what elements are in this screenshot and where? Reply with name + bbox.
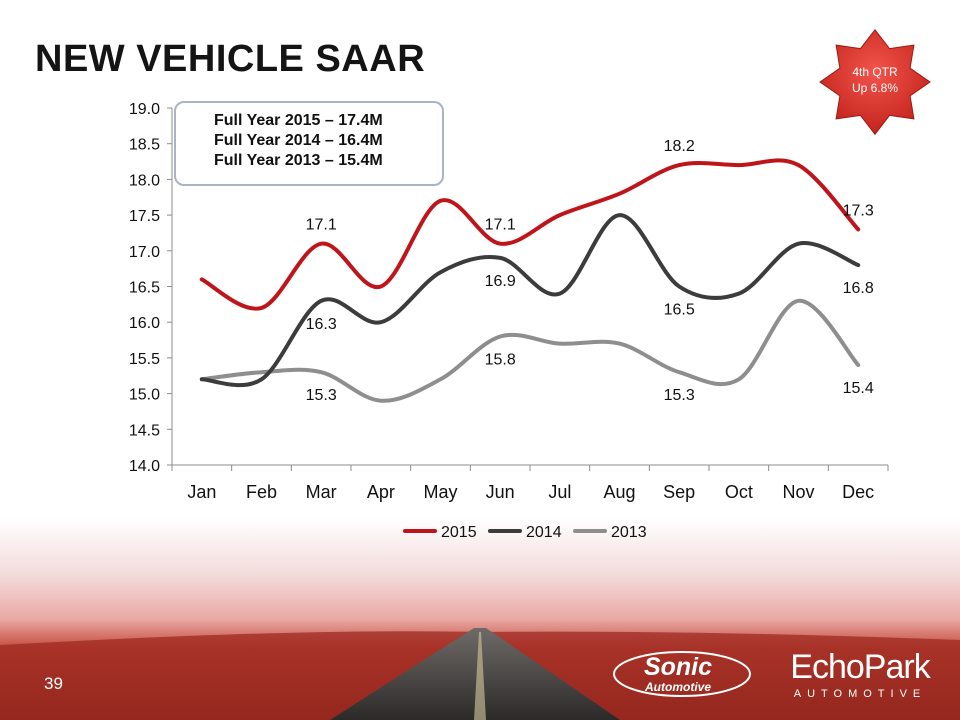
x-tick-label: Oct	[725, 482, 753, 502]
page-number: 39	[44, 674, 63, 693]
y-tick-label: 18.5	[129, 137, 160, 154]
echopark-logo-sub: AUTOMOTIVE	[793, 688, 927, 700]
x-tick-label: Sep	[663, 482, 695, 502]
data-label-2015: 17.1	[306, 217, 337, 234]
y-tick-label: 14.5	[129, 422, 160, 439]
x-tick-label: Feb	[246, 482, 277, 502]
data-label-2014: 16.3	[306, 316, 337, 333]
x-tick-label: Nov	[782, 482, 814, 502]
full-year-2014-text: Full Year 2014 – 16.4M	[214, 132, 383, 149]
data-label-2014: 16.9	[485, 273, 516, 290]
sonic-logo-word: Sonic	[644, 653, 712, 681]
quarter-badge: 4th QTR Up 6.8%	[819, 28, 931, 136]
data-label-2015: 17.3	[843, 202, 874, 219]
y-tick-label: 14.0	[129, 458, 160, 475]
series-line-2013	[199, 298, 861, 403]
data-label-2013: 15.3	[306, 387, 337, 404]
data-label-2013: 15.4	[843, 380, 874, 397]
data-label-2014: 16.8	[843, 280, 874, 297]
series-line-2015	[199, 158, 861, 311]
legend-label-2014: 2014	[526, 524, 562, 541]
y-tick-label: 16.5	[129, 280, 160, 297]
y-tick-label: 15.0	[129, 387, 160, 404]
data-label-2014: 16.5	[664, 302, 695, 319]
x-tick-label: Aug	[603, 482, 635, 502]
legend-label-2013: 2013	[611, 524, 647, 541]
y-tick-label: 18.0	[129, 172, 160, 189]
echopark-automotive-logo: EchoPark AUTOMOTIVE	[780, 648, 940, 706]
data-label-2015: 17.1	[485, 217, 516, 234]
sonic-logo-sub: Automotive	[644, 680, 711, 694]
sonic-automotive-logo: Sonic Automotive	[613, 651, 751, 697]
y-tick-label: 16.0	[129, 315, 160, 332]
data-label-2013: 15.3	[664, 387, 695, 404]
x-tick-label: Jun	[486, 482, 515, 502]
star-burst-shape	[819, 28, 931, 136]
x-tick-label: Jul	[548, 482, 571, 502]
legend-label-2015: 2015	[441, 524, 477, 541]
page-title: NEW VEHICLE SAAR	[35, 38, 426, 80]
x-tick-label: May	[423, 482, 457, 502]
y-tick-label: 15.5	[129, 351, 160, 368]
data-label-2013: 15.8	[485, 351, 516, 368]
x-tick-label: Mar	[306, 482, 337, 502]
badge-line-2: Up 6.8%	[852, 81, 898, 95]
full-year-2013-text: Full Year 2013 – 15.4M	[214, 152, 383, 169]
data-label-2015: 18.2	[664, 138, 695, 155]
saar-line-chart: 14.0 14.5 15.0 15.5 16.0 16.5 17.0 17.5 18.0 18.5…	[129, 101, 889, 541]
full-year-callout: Full Year 2015 – 17.4M Full Year 2014 – …	[174, 101, 444, 186]
echopark-logo-word: EchoPark	[790, 648, 930, 686]
x-tick-label: Apr	[367, 482, 395, 502]
full-year-2015-text: Full Year 2015 – 17.4M	[214, 112, 383, 129]
y-tick-label: 17.0	[129, 244, 160, 261]
badge-line-1: 4th QTR	[852, 65, 898, 79]
y-tick-label: 17.5	[129, 208, 160, 225]
x-tick-label: Dec	[842, 482, 874, 502]
series-line-2014	[199, 213, 861, 388]
y-tick-label: 19.0	[129, 101, 160, 118]
x-tick-label: Jan	[187, 482, 216, 502]
